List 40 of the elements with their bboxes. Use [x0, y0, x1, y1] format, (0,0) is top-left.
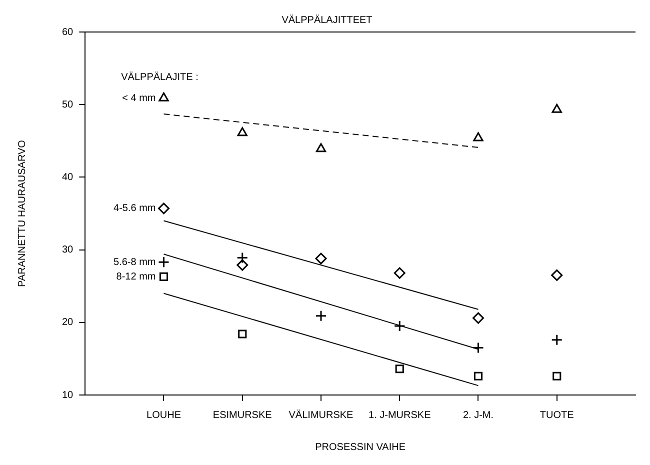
point: [394, 267, 406, 279]
point: [474, 372, 483, 380]
y-axis-title: PARANNETTU HAURAUSARVO: [16, 140, 28, 287]
y-tick-label: 50: [62, 99, 74, 110]
x-tick-label: ESIMURSKE: [212, 410, 272, 421]
x-axis-title: PROSESSIN VAIHE: [315, 442, 406, 453]
point: [551, 334, 563, 346]
point: [315, 310, 327, 322]
point: [236, 259, 248, 271]
series-label: 8-12 mm: [116, 271, 156, 282]
point: [395, 364, 404, 374]
point: [316, 143, 326, 152]
series-label: 4-5.6 mm: [114, 203, 156, 214]
point: [159, 272, 168, 281]
series-label: 5.6-8 mm: [114, 256, 156, 268]
x-tick-label: 2. J-M.: [462, 410, 494, 421]
y-tick-label: 40: [62, 172, 74, 183]
x-tick-label: 1. J-MURSKE: [368, 410, 432, 421]
point: [315, 252, 327, 264]
point: [158, 92, 169, 102]
point: [552, 372, 562, 380]
series-label: < 4 mm: [122, 92, 156, 104]
chart-title: VÄLPPÄLAJITTEET: [282, 14, 372, 26]
point: [237, 127, 248, 136]
y-tick-label: 60: [62, 26, 74, 38]
point: [394, 320, 406, 332]
y-tick-label: 10: [62, 390, 74, 401]
point: [158, 202, 170, 214]
point: [552, 104, 562, 113]
x-tick-label: LOUHE: [146, 410, 182, 421]
point: [551, 269, 563, 281]
point: [238, 330, 247, 338]
y-tick-label: 20: [62, 317, 74, 328]
legend-title: VÄLPPÄLAJITE :: [121, 70, 198, 83]
x-tick-label: VÄLIMURSKE: [288, 408, 354, 421]
point: [158, 256, 170, 268]
point: [473, 132, 484, 142]
x-tick-label: TUOTE: [540, 410, 574, 421]
y-tick-label: 30: [62, 244, 74, 256]
point: [472, 312, 484, 324]
